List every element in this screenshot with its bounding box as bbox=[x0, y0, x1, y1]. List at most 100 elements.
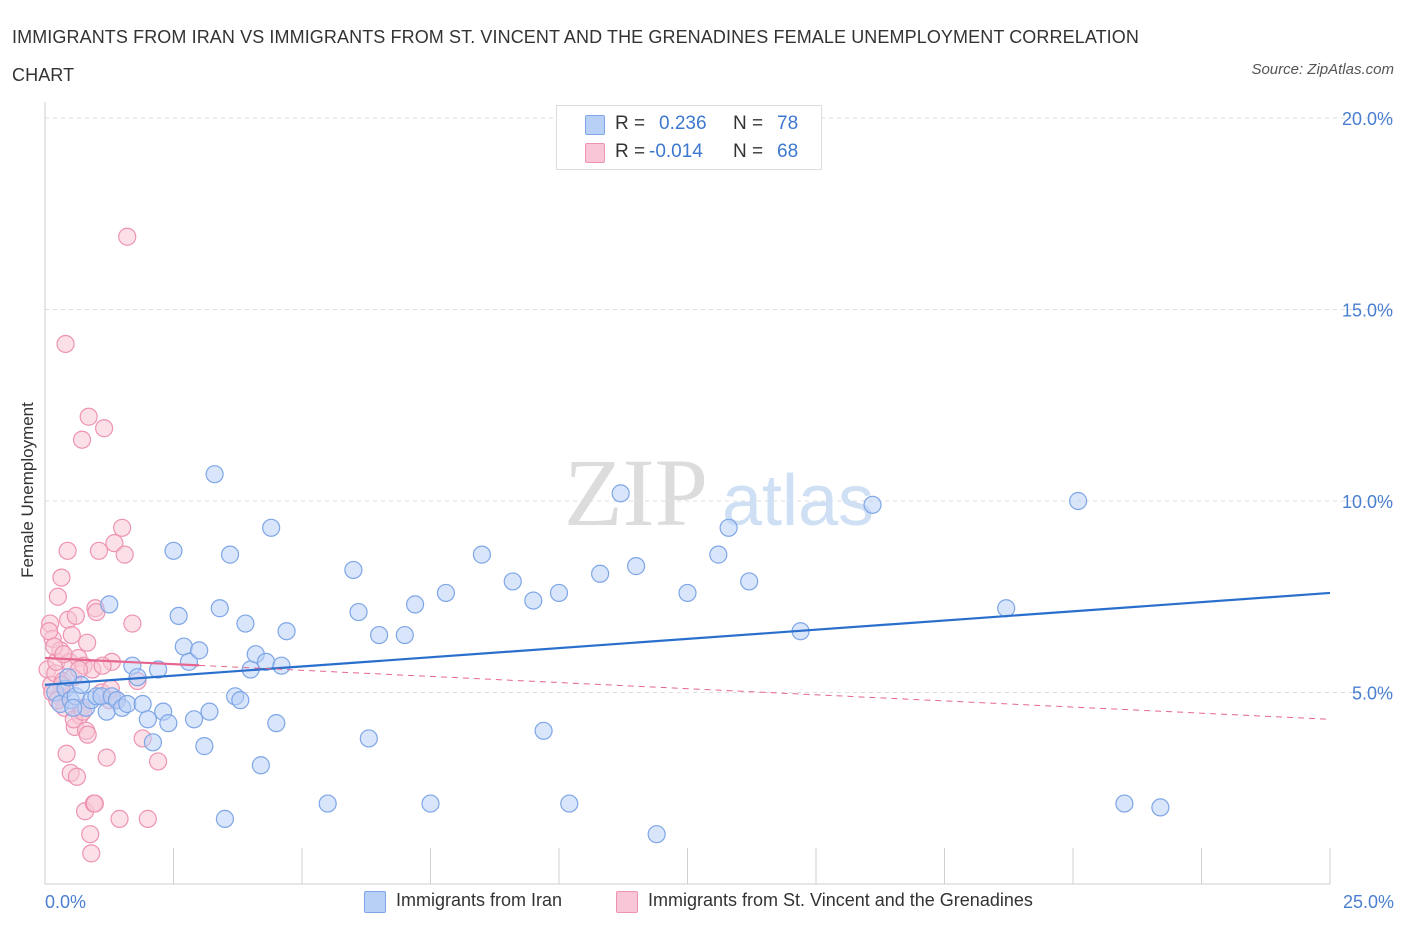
data-point-svg bbox=[48, 587, 67, 606]
y-tick-label: 10.0% bbox=[1342, 492, 1393, 512]
data-point-iran bbox=[997, 599, 1016, 618]
data-point-iran bbox=[436, 583, 456, 603]
data-point-svg bbox=[97, 748, 116, 767]
data-point-iran bbox=[200, 702, 219, 721]
data-point-svg bbox=[81, 825, 100, 844]
x-tick-label-min: 0.0% bbox=[45, 892, 86, 912]
data-point-iran bbox=[395, 625, 414, 645]
axes bbox=[44, 102, 1331, 885]
data-point-iran bbox=[472, 545, 491, 564]
data-point-svg bbox=[95, 419, 114, 438]
data-point-iran bbox=[148, 660, 168, 679]
data-point-svg bbox=[52, 568, 71, 587]
data-point-iran bbox=[421, 794, 440, 813]
data-point-svg bbox=[138, 809, 157, 828]
trend-line-svg-dashed bbox=[199, 664, 1331, 720]
data-point-iran bbox=[184, 710, 204, 729]
data-point-iran bbox=[503, 572, 522, 591]
data-point-iran bbox=[534, 721, 553, 740]
watermark: ZIP atlas bbox=[564, 439, 874, 546]
x-tick-labels: 0.0% 25.0% bbox=[45, 892, 1394, 912]
data-point-svg bbox=[123, 614, 142, 633]
legend-r-value: -0.014 bbox=[649, 141, 703, 162]
y-tick-label: 5.0% bbox=[1352, 684, 1393, 704]
data-point-iran bbox=[262, 518, 281, 537]
legend-n-value: 68 bbox=[777, 141, 799, 162]
y-axis-label: Female Unemployment bbox=[18, 402, 37, 578]
data-point-svg bbox=[56, 334, 75, 354]
data-point-iran bbox=[143, 733, 163, 752]
data-point-svg bbox=[89, 541, 109, 560]
legend-n-value: 78 bbox=[777, 113, 799, 134]
data-point-iran bbox=[118, 694, 137, 714]
data-point-iran bbox=[560, 794, 579, 813]
data-point-svg bbox=[58, 541, 77, 560]
data-point-iran bbox=[549, 583, 569, 603]
data-point-iran bbox=[1151, 798, 1170, 817]
data-point-iran bbox=[719, 518, 738, 537]
data-point-iran bbox=[349, 602, 368, 622]
watermark-atlas: atlas bbox=[722, 461, 874, 541]
data-point-svg bbox=[82, 844, 101, 863]
y-tick-label: 15.0% bbox=[1342, 301, 1393, 321]
data-point-iran bbox=[231, 691, 250, 710]
legend-r-value: 0.236 bbox=[659, 113, 707, 134]
data-point-iran bbox=[863, 495, 882, 514]
data-point-iran bbox=[370, 625, 389, 645]
data-point-svg bbox=[79, 407, 98, 426]
series-iran-points bbox=[46, 465, 1170, 844]
legend-n-label: N = bbox=[733, 141, 764, 162]
legend-swatch-iran bbox=[364, 891, 386, 913]
series-legend: Immigrants from Iran Immigrants from St.… bbox=[0, 888, 1406, 918]
data-point-iran bbox=[159, 714, 178, 733]
y-tick-label: 20.0% bbox=[1342, 109, 1393, 129]
y-tick-labels: 5.0% 10.0% 15.0% 20.0% bbox=[1342, 109, 1393, 704]
legend-r-label: R = bbox=[615, 113, 646, 134]
data-point-svg bbox=[115, 545, 134, 564]
data-point-svg bbox=[148, 752, 168, 771]
data-point-iran bbox=[190, 641, 209, 660]
data-point-iran bbox=[709, 545, 728, 564]
chart-title: IMMIGRANTS FROM IRAN VS IMMIGRANTS FROM … bbox=[12, 27, 1139, 85]
data-point-svg bbox=[85, 794, 104, 813]
trend-line-iran bbox=[44, 591, 1331, 686]
data-point-svg bbox=[66, 606, 85, 626]
data-point-iran bbox=[277, 622, 296, 641]
data-point-iran bbox=[740, 572, 759, 591]
watermark-zip: ZIP bbox=[564, 439, 708, 546]
data-point-svg bbox=[67, 767, 86, 786]
data-point-iran bbox=[220, 545, 240, 564]
data-point-svg bbox=[72, 430, 92, 449]
data-point-iran bbox=[210, 599, 229, 618]
correlation-legend: R = 0.236 N = 78 R = -0.014 N = 68 bbox=[556, 105, 822, 170]
legend-swatch-svg bbox=[585, 143, 605, 163]
data-point-iran bbox=[272, 656, 291, 675]
data-point-iran bbox=[678, 583, 697, 603]
data-point-svg bbox=[40, 622, 59, 641]
data-point-iran bbox=[174, 637, 193, 656]
data-point-iran bbox=[591, 564, 610, 583]
data-point-svg bbox=[78, 725, 97, 744]
trend-lines bbox=[44, 591, 1331, 720]
legend-r-label: R = bbox=[615, 141, 646, 162]
data-point-iran bbox=[359, 729, 378, 748]
data-point-iran bbox=[524, 591, 543, 610]
data-point-iran bbox=[647, 825, 666, 844]
data-point-iran bbox=[133, 694, 152, 714]
trend-line-svg bbox=[44, 656, 200, 667]
data-point-svg bbox=[118, 227, 137, 246]
data-point-iran bbox=[205, 465, 224, 484]
data-point-svg bbox=[78, 633, 97, 652]
data-point-iran bbox=[318, 794, 337, 813]
data-point-iran bbox=[164, 541, 183, 560]
data-point-iran bbox=[267, 714, 286, 733]
data-point-iran bbox=[59, 668, 78, 687]
legend-swatch-iran bbox=[585, 115, 605, 135]
data-point-iran bbox=[195, 737, 214, 756]
legend-swatch-svg bbox=[616, 891, 638, 913]
grid-lines bbox=[45, 117, 1394, 693]
legend-label-svg: Immigrants from St. Vincent and the Gren… bbox=[648, 890, 1033, 910]
data-point-iran bbox=[1069, 491, 1088, 511]
data-point-iran bbox=[64, 698, 83, 717]
